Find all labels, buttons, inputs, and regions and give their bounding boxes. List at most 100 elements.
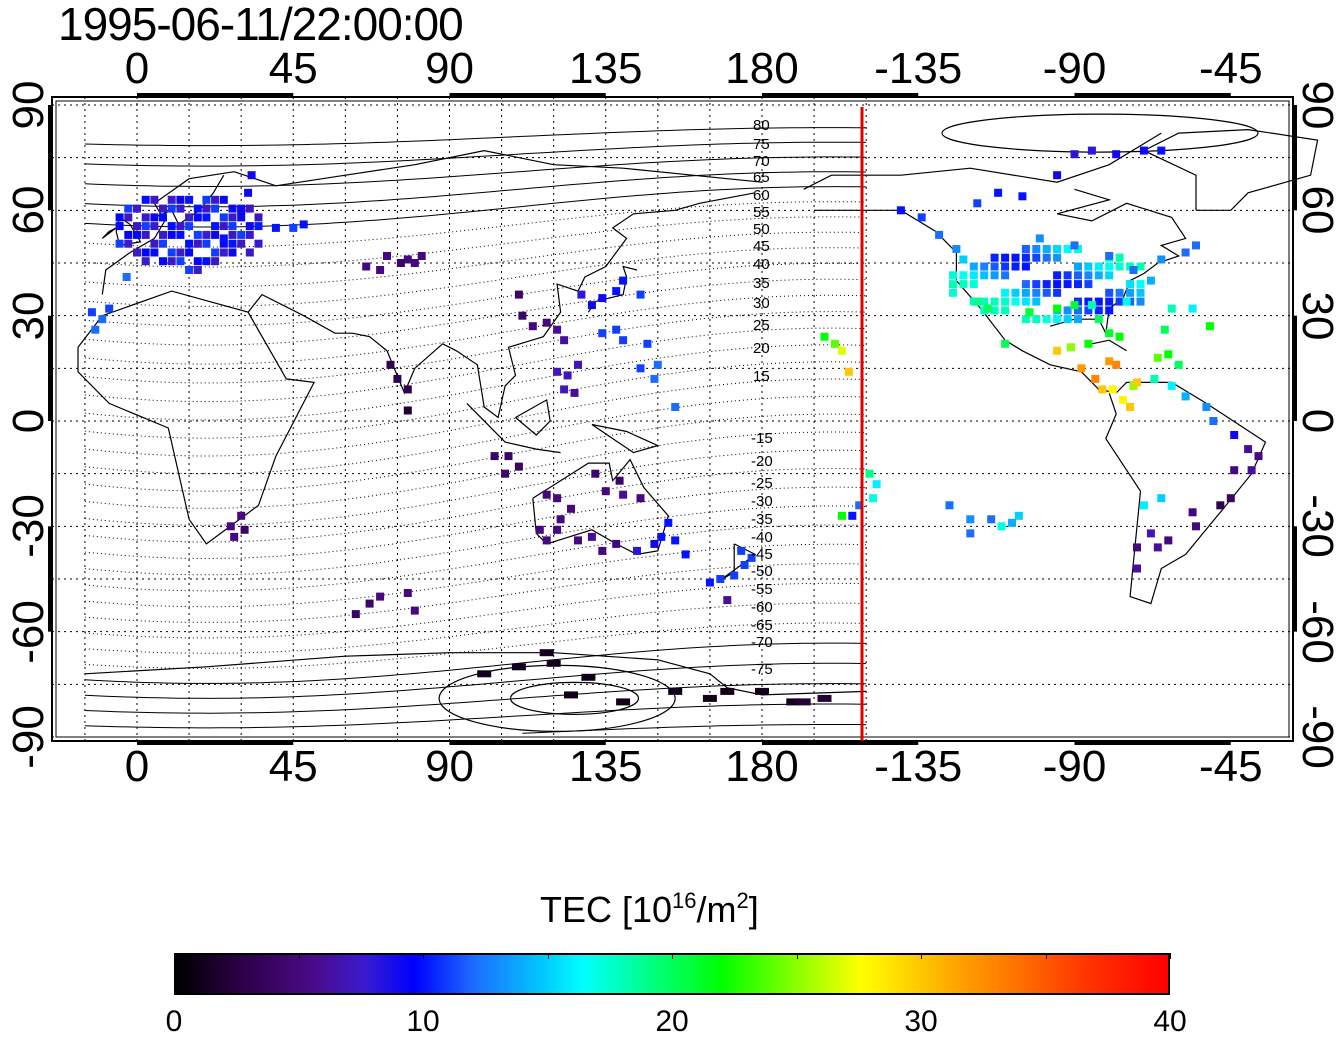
contour-line (84, 505, 867, 576)
tec-observation (1011, 253, 1020, 262)
contour-line (84, 622, 867, 669)
lon-tick-label-bottom: 180 (725, 742, 799, 791)
tec-observation (716, 575, 725, 583)
tec-observation (997, 522, 1006, 531)
tec-observation (202, 213, 211, 222)
tec-observation (1001, 288, 1010, 297)
tec-observation (211, 204, 220, 213)
tec-observation (365, 599, 374, 608)
contour-label: -75 (751, 661, 773, 678)
tec-observation (952, 245, 961, 253)
coastline (1050, 188, 1187, 336)
tec-observation (226, 522, 235, 531)
tec-observation (1091, 374, 1100, 383)
tec-observation (837, 346, 846, 355)
tec-observation (477, 670, 492, 678)
tec-observation (1074, 306, 1082, 315)
tec-observation (1108, 385, 1117, 394)
tec-observation (185, 248, 194, 257)
tec-observation (193, 266, 202, 274)
tec-observation (563, 371, 572, 380)
tec-observation (671, 536, 680, 545)
tec-observation (167, 248, 176, 257)
tec-observation (817, 694, 832, 702)
tec-observation (535, 525, 544, 534)
lon-tick-label-bottom: 45 (268, 742, 318, 791)
contour-line (84, 231, 867, 288)
tec-observation (202, 239, 211, 248)
tec-observation (1160, 325, 1169, 334)
contour-line (84, 395, 867, 475)
tec-observation (91, 325, 100, 334)
tec-observation (351, 610, 360, 619)
tec-observation (1032, 288, 1041, 297)
tec-observation (896, 206, 905, 215)
tec-observation (553, 525, 562, 534)
colorbar-tick-label: 20 (655, 1005, 689, 1038)
north-pole-oval (941, 113, 1259, 153)
tec-observation (664, 518, 673, 527)
tec-observation (1105, 288, 1114, 297)
tec-observation (185, 213, 194, 222)
tec-observation (657, 532, 666, 541)
tec-observation (228, 204, 237, 213)
coastline (77, 290, 316, 545)
colorbar-minor-tick (796, 953, 798, 959)
tec-observation (141, 257, 150, 266)
tec-observation (1011, 297, 1020, 306)
tec-observation (1063, 306, 1072, 315)
tec-observation (1181, 392, 1190, 401)
tec-observation (820, 332, 829, 341)
tec-observation (211, 257, 220, 266)
contour-line (84, 156, 867, 187)
contour-label: 60 (753, 187, 770, 204)
lat-tick-label-left: -60 (4, 599, 53, 664)
tec-observation (403, 255, 412, 264)
tec-observation (615, 476, 624, 485)
colorbar-tick-label: 30 (904, 1005, 938, 1038)
contour-label: -55 (751, 581, 773, 598)
tec-observation (124, 230, 133, 239)
tec-observation (1014, 511, 1023, 520)
tec-observation (237, 206, 246, 215)
colorbar-minor-tick (672, 953, 673, 959)
colorbar-minor-tick (1045, 953, 1047, 959)
tec-observation (671, 403, 680, 411)
tec-observation (546, 659, 561, 667)
tec-observation (1188, 304, 1197, 313)
tec-observation (141, 222, 150, 231)
tec-observation (1136, 288, 1145, 297)
tec-observation (1063, 280, 1072, 289)
tec-observation (1216, 501, 1225, 510)
lat-tick-label-right: 90 (1293, 80, 1342, 130)
tec-observation (848, 511, 857, 520)
tec-observation (973, 199, 982, 208)
tec-observation (159, 213, 167, 222)
lon-tick-label-top: 0 (124, 44, 150, 93)
contour-label: 30 (753, 295, 770, 312)
tec-observation (830, 339, 839, 348)
tec-observation (1105, 297, 1114, 306)
tec-observation (1153, 353, 1162, 362)
contour-label: 15 (753, 368, 770, 385)
tec-observation (636, 364, 645, 373)
tec-observation (254, 222, 263, 231)
tec-observation (796, 698, 811, 706)
tec-observation (636, 494, 645, 503)
tec-observation (1115, 288, 1124, 297)
tec-observation (150, 239, 159, 248)
tec-observation (185, 266, 194, 274)
tec-observation (219, 239, 228, 248)
tec-observation (417, 252, 426, 260)
tec-observation (237, 213, 246, 222)
tec-observation (564, 691, 578, 699)
contour-label: 65 (753, 169, 770, 186)
tec-observation (542, 490, 551, 499)
tec-observation (917, 213, 926, 222)
tec-observation (574, 360, 582, 369)
tec-observation (1084, 306, 1093, 315)
lon-tick-label-top: -135 (874, 44, 963, 93)
tec-observation (124, 213, 133, 222)
lat-tick-label-left: 0 (4, 408, 53, 434)
tec-observation (247, 171, 256, 180)
